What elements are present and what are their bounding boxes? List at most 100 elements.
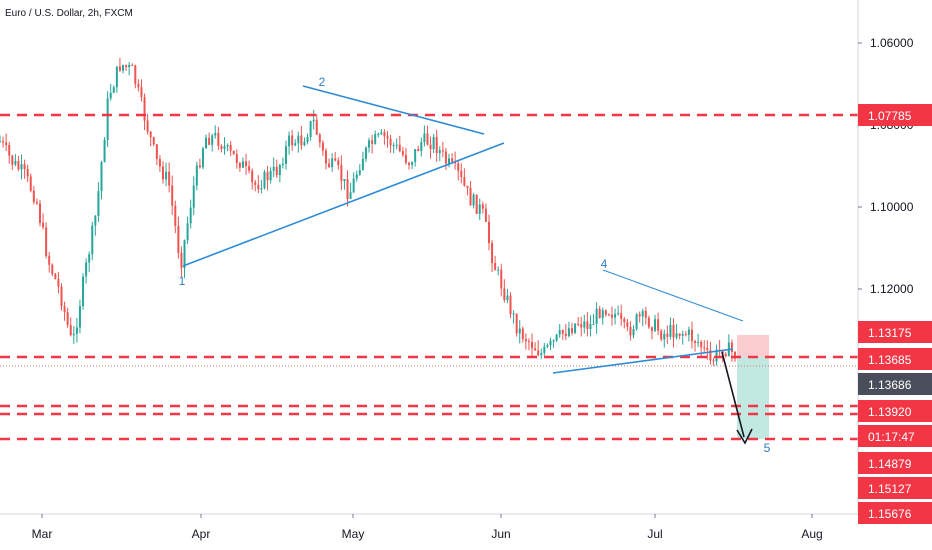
candle-body <box>0 141 1 143</box>
candle-body <box>337 160 340 166</box>
candle-body <box>657 319 660 331</box>
candle-body <box>672 324 675 338</box>
candle-body <box>331 158 334 168</box>
candle-body <box>60 286 63 307</box>
candle-body <box>411 161 414 165</box>
price-label-bg <box>858 502 932 524</box>
candle-body <box>205 137 208 149</box>
candle-body <box>580 324 583 328</box>
candle-body <box>272 166 275 171</box>
candle-body <box>109 92 112 99</box>
wave-labels: 1 2 4 5 <box>179 75 771 455</box>
price-label-bg <box>858 452 932 474</box>
candle-body <box>561 330 564 334</box>
candle-body <box>647 317 650 328</box>
candle-body <box>171 185 174 206</box>
candle-body <box>358 170 361 175</box>
candle-body <box>389 138 392 146</box>
candle-body <box>469 187 472 206</box>
candle-body <box>546 345 549 347</box>
time-tick-label: Aug <box>801 527 822 541</box>
candle-body <box>251 170 254 183</box>
candle-body <box>438 150 441 154</box>
candle-body <box>281 163 284 166</box>
candle-body <box>245 161 248 167</box>
candle-body <box>398 144 401 152</box>
candle-body <box>730 342 733 353</box>
trendline <box>182 142 505 267</box>
candle-body <box>503 288 506 301</box>
candle-body <box>684 334 687 336</box>
candle-body <box>38 203 41 223</box>
candle-body <box>198 165 201 168</box>
candle-body <box>555 334 558 341</box>
candle-body <box>2 141 5 143</box>
candle-body <box>226 145 229 147</box>
candle-body <box>444 151 447 164</box>
candle-body <box>620 313 623 319</box>
candle-body <box>527 341 530 343</box>
candle-body <box>423 133 426 143</box>
candle-body <box>180 252 183 269</box>
candle-body <box>457 163 460 171</box>
chart-title: Euro / U.S. Dollar, 2h, FXCM <box>5 8 133 19</box>
candle-body <box>577 323 580 325</box>
candle-body <box>315 119 318 135</box>
trendline <box>602 269 744 322</box>
candle-body <box>149 131 152 138</box>
candle-body <box>72 333 75 336</box>
candle-body <box>78 306 81 328</box>
price-label-text: 1.15127 <box>868 482 912 496</box>
candle-body <box>441 150 444 152</box>
candle-body <box>29 176 32 191</box>
candle-body <box>223 146 226 149</box>
candle-body <box>143 97 146 121</box>
candle-body <box>567 328 570 337</box>
candle-body <box>518 328 521 334</box>
candle-body <box>706 348 709 351</box>
candle-body <box>161 166 164 180</box>
candle-body <box>589 324 592 330</box>
price-label: 1.13685 <box>858 348 932 370</box>
candle-body <box>195 165 198 186</box>
price-label-bg <box>858 400 932 422</box>
candle-body <box>687 329 690 335</box>
price-label-bg <box>858 104 932 126</box>
candle-body <box>177 225 180 253</box>
candle-body <box>558 330 561 335</box>
candle-body <box>232 150 235 155</box>
candle-body <box>700 341 703 348</box>
candle-body <box>11 155 14 165</box>
candle-body <box>715 349 718 362</box>
candle-body <box>487 221 490 244</box>
candle-body <box>521 328 524 340</box>
candle-body <box>14 160 17 165</box>
candle-body <box>531 342 534 349</box>
candle-body <box>66 312 69 326</box>
trendlines <box>182 85 753 445</box>
candle-body <box>349 192 352 199</box>
candle-body <box>189 207 192 224</box>
wave-label: 4 <box>601 257 608 271</box>
candle-body <box>285 146 288 164</box>
candle-body <box>35 202 38 204</box>
candle-body <box>321 142 324 151</box>
candle-body <box>574 323 577 333</box>
candle-body <box>54 273 57 279</box>
candle-body <box>257 184 260 190</box>
price-label-text: 1.07785 <box>868 109 912 123</box>
price-label: 1.13175 <box>858 321 932 343</box>
candle-body <box>478 204 481 214</box>
price-label-bg <box>858 321 932 343</box>
candle-body <box>269 170 272 181</box>
price-label-text: 01:17:47 <box>868 430 915 444</box>
time-tick-label: Jul <box>647 527 662 541</box>
price-label: 1.15127 <box>858 477 932 499</box>
price-label-text: 1.14879 <box>868 457 912 471</box>
candle-body <box>32 190 35 203</box>
candle-body <box>604 310 607 315</box>
candle-body <box>211 135 214 145</box>
candle-body <box>460 170 463 177</box>
price-label-bg <box>858 477 932 499</box>
price-label-text: 1.13920 <box>868 405 912 419</box>
